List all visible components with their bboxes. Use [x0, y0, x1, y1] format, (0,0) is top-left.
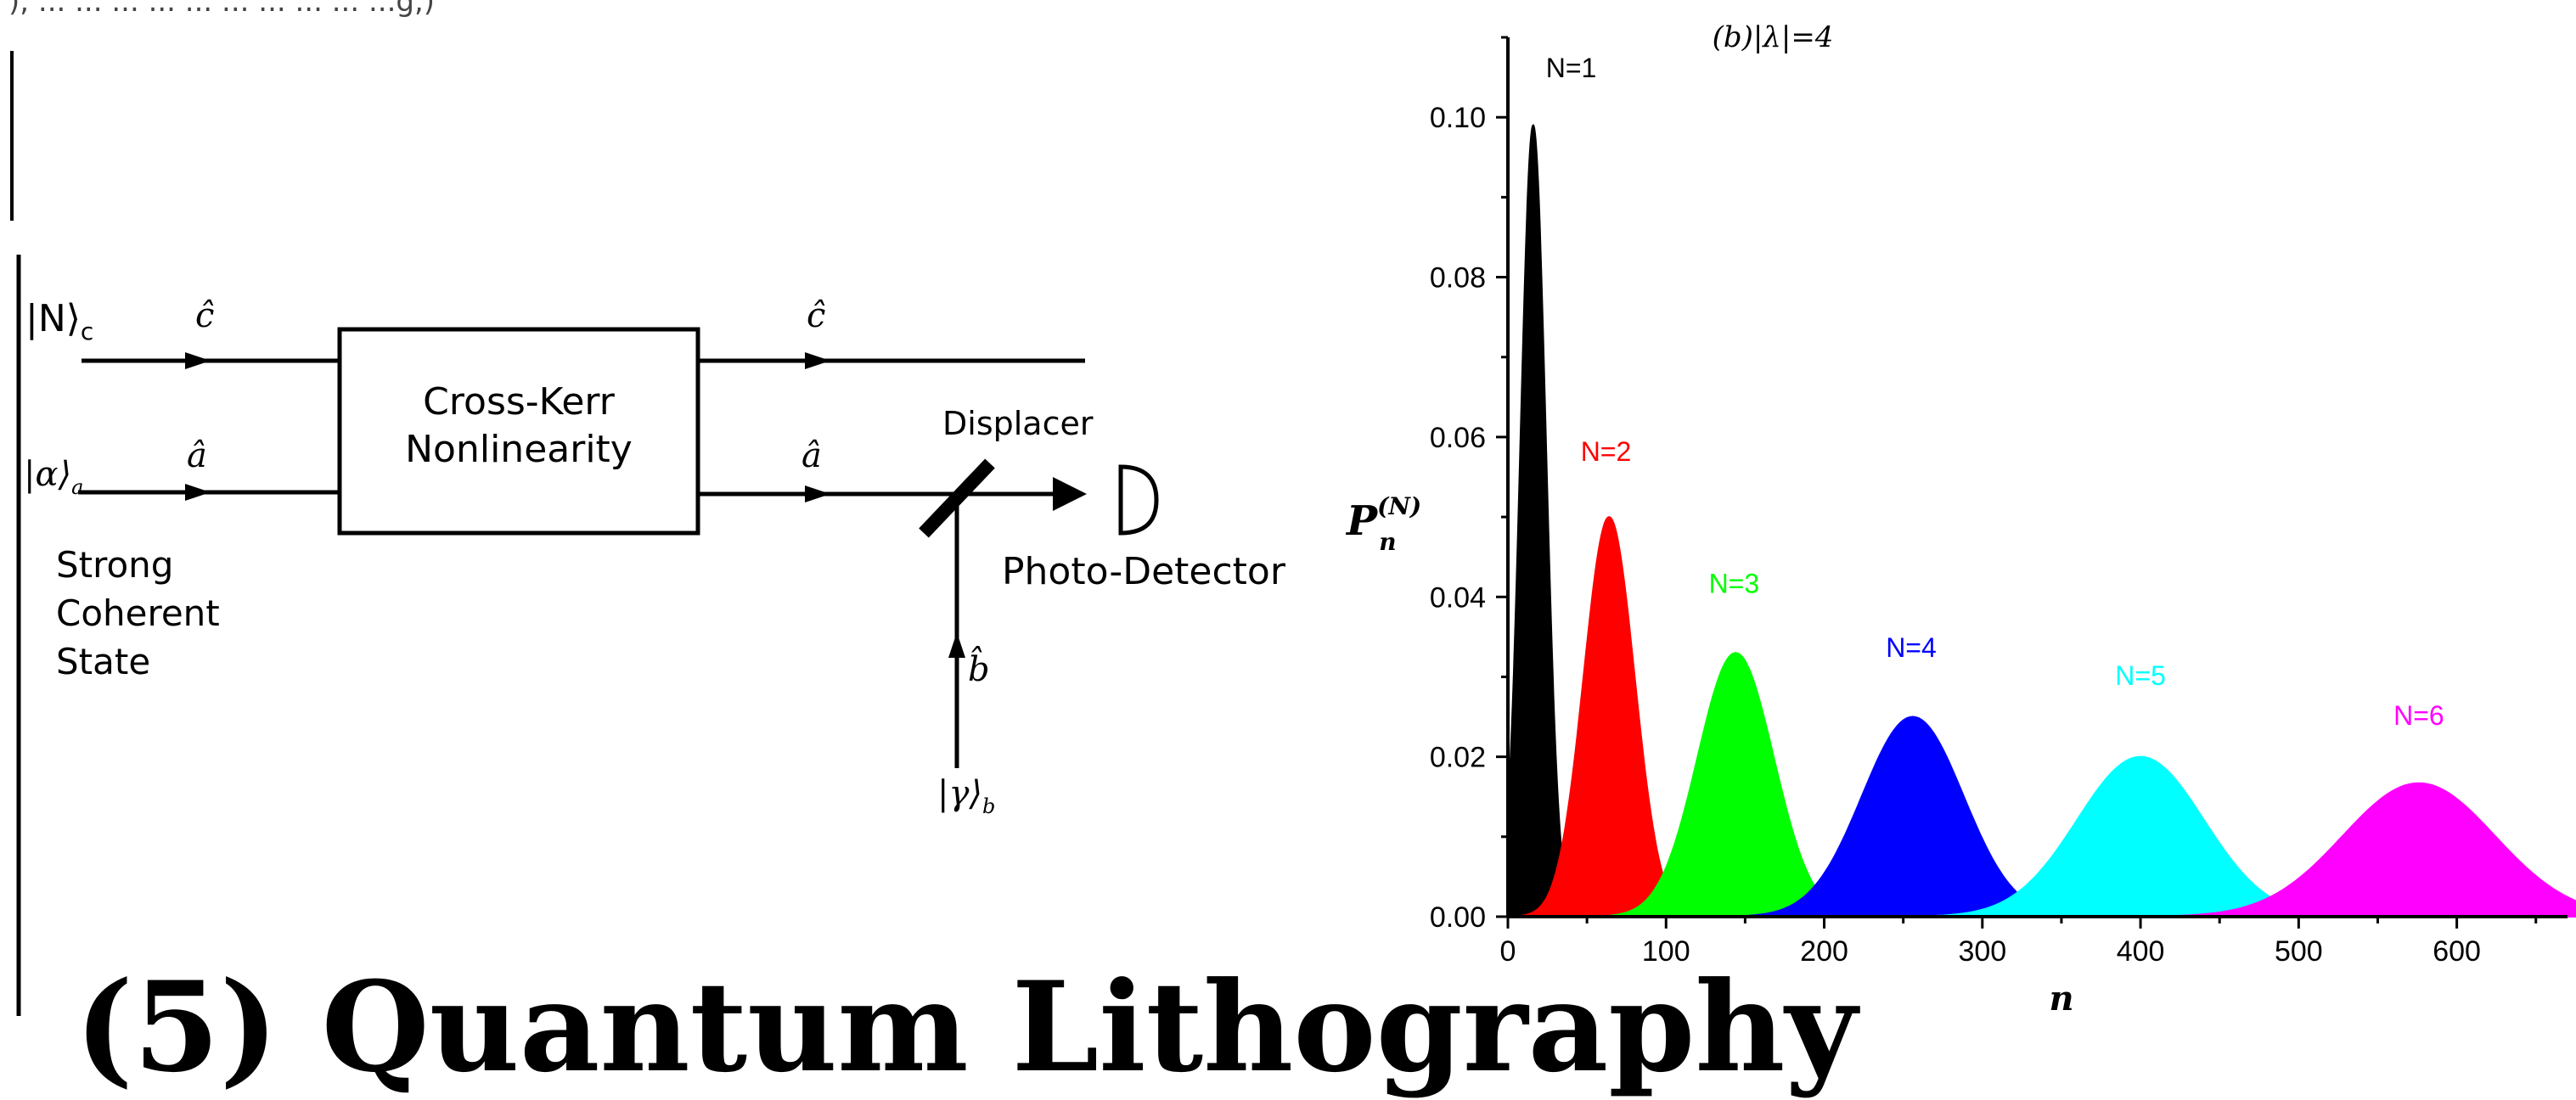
x-tick-label: 200	[1800, 935, 1848, 968]
arrow-a-out	[805, 485, 830, 502]
photo-detector-icon	[1118, 464, 1159, 536]
peak-n-6	[2145, 782, 2576, 918]
series-label-n-1: N=1	[1546, 53, 1597, 83]
x-tick-label: 500	[2275, 935, 2323, 968]
series-label-n-2: N=2	[1581, 436, 1632, 467]
x-tick-label: 400	[2117, 935, 2165, 968]
peak-n-1	[1507, 123, 1580, 918]
y-tick-label: 0.04	[1430, 581, 1486, 614]
strong-coherent-line1: Strong	[56, 544, 173, 586]
chart-labels: N=1 N=2 N=3 N=4 N=5 N=6	[1546, 53, 2444, 731]
x-tick-label: 300	[1958, 935, 2006, 968]
input-c-label: |N⟩c	[25, 297, 93, 345]
mode-a-out-label: â	[801, 436, 822, 475]
chart-title: (b)|λ|=4	[1713, 20, 1834, 54]
series-label-n-4: N=4	[1886, 632, 1937, 663]
displacer-label: Displacer	[942, 405, 1094, 442]
y-tick-label: 0.08	[1430, 262, 1486, 295]
chart-xlabel: n	[2049, 979, 2073, 1016]
series-label-n-5: N=5	[2115, 660, 2166, 691]
y-tick-label: 0.06	[1430, 422, 1486, 454]
y-tick-label: 0.02	[1430, 742, 1486, 774]
clipped-text-line: ), ... ... ... ... ... ... ... ... ... .…	[8, 0, 436, 19]
y-tick-label: 0.00	[1430, 901, 1486, 934]
arrow-b	[948, 632, 965, 658]
series-label-n-3: N=3	[1709, 569, 1760, 599]
probability-chart: 0 100 200 300 400 500 600 0.00 0.02 0.04 0.06 0.08 0…	[1345, 20, 2576, 1016]
box-label-line1: Cross-Kerr	[423, 380, 616, 424]
setup-diagram: |N⟩c ĉ ĉ |α⟩a â â Cross-Kerr Nonlinearit…	[10, 51, 1286, 1016]
chart-ylabel: P(N) n	[1345, 492, 1421, 556]
y-tick-label: 0.10	[1430, 102, 1486, 134]
arrow-c-in	[185, 352, 211, 369]
series-label-n-6: N=6	[2393, 700, 2444, 731]
chart-axes: 0 100 200 300 400 500 600 0.00 0.02 0.04 0.06 0.08 0…	[1430, 36, 2568, 968]
input-a-label: |α⟩a	[24, 455, 83, 499]
chart-peaks	[1507, 123, 2576, 918]
mode-a-in-label: â	[187, 436, 207, 475]
mode-c-out-label: ĉ	[807, 296, 825, 335]
strong-coherent-line3: State	[56, 641, 150, 682]
x-tick-label: 600	[2433, 935, 2481, 968]
cross-kerr-box	[337, 327, 700, 536]
mode-b-label: b̂	[968, 647, 990, 689]
photo-detector-label: Photo-Detector	[1002, 550, 1286, 593]
x-tick-label: 100	[1642, 935, 1690, 968]
strong-coherent-line2: Coherent	[56, 592, 220, 634]
arrow-a-in	[185, 484, 211, 501]
x-tick-label: 0	[1500, 935, 1516, 968]
box-label-line2: Nonlinearity	[405, 428, 633, 471]
arrow-c-out	[805, 352, 830, 369]
arrow-to-detector	[1053, 477, 1087, 511]
mode-c-in-label: ĉ	[195, 296, 214, 335]
input-b-label: |γ⟩b	[937, 774, 995, 818]
